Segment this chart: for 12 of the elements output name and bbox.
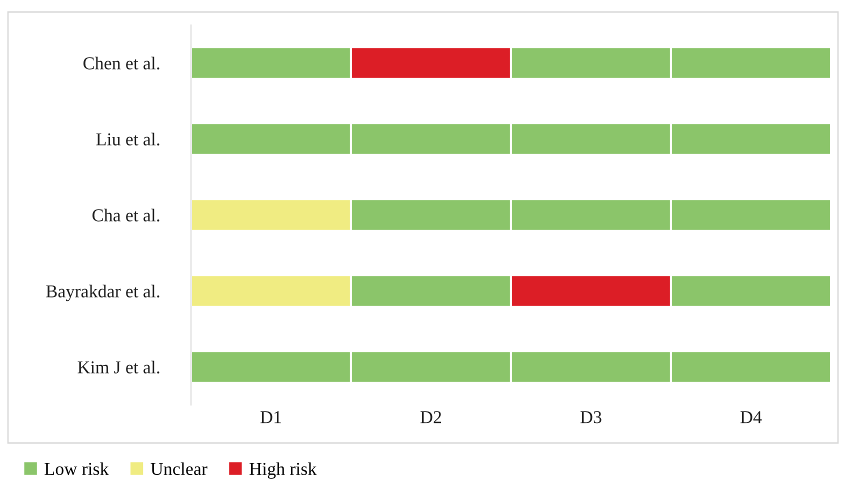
y-tick-label: Bayrakdar et al. [46,284,160,302]
text: D1 [260,411,281,424]
text: D3 [580,411,602,424]
text: D2 [420,411,442,424]
legend-label: High risk [250,462,317,479]
text: D4 [740,411,762,424]
legend-label: Low risk [44,462,109,476]
legend-label: Unclear [150,462,208,476]
y-tick-label: Liu et al. [96,132,160,146]
y-tick-label: Cha et al. [92,208,160,222]
y-tick-label: Kim J et al. [78,360,160,374]
y-tick-label: Chen et al. [83,56,160,70]
